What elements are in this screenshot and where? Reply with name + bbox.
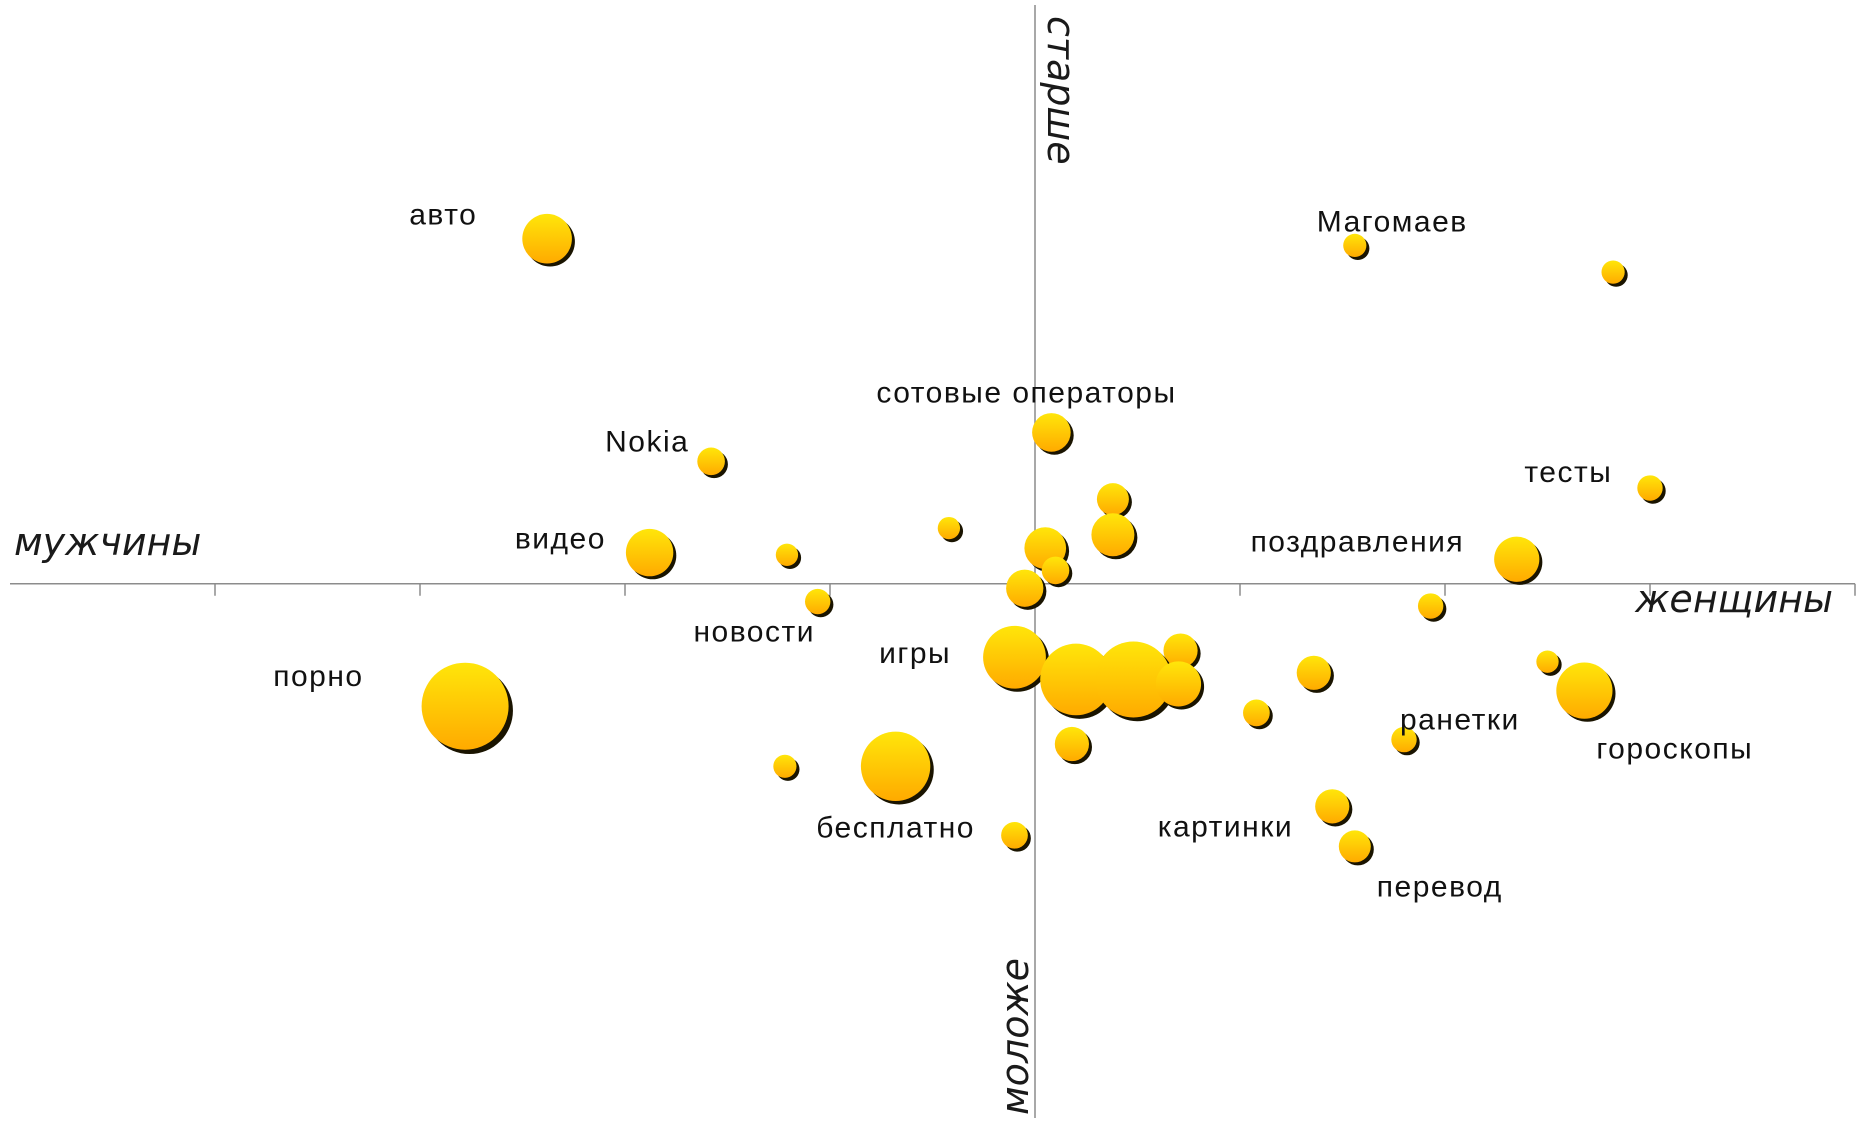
bubble-labels: авто Магомаев сотовые операторы Nokia тесты в… (273, 199, 1753, 904)
bubble-marker (1163, 633, 1198, 668)
y-axis-label-bottom: моложе (993, 958, 1037, 1115)
bubble-label: сотовые операторы (876, 376, 1176, 409)
bubble-point (805, 588, 834, 618)
bubble-marker (1556, 662, 1613, 719)
bubble-point (1494, 536, 1543, 585)
bubble-marker (1001, 821, 1028, 849)
x-axis-label-left: мужчины (14, 520, 201, 564)
bubble-marker (1091, 513, 1135, 557)
bubble-point (1296, 655, 1334, 693)
y-axis-label-top: старше (1039, 16, 1083, 165)
bubble-marker (1343, 233, 1367, 258)
bubble-point (1391, 726, 1420, 756)
bubble-point (1536, 650, 1562, 676)
bubble-marker (1315, 789, 1350, 824)
bubbles (421, 213, 1666, 866)
bubble-point (1001, 821, 1031, 852)
bubble-point (1338, 830, 1374, 866)
bubble-marker (1391, 726, 1417, 753)
bubble-point (860, 731, 934, 805)
bubble-point (775, 543, 802, 569)
bubble-marker (1040, 643, 1112, 716)
bubble-label: картинки (1158, 810, 1293, 843)
bubble-marker (522, 213, 572, 264)
bubble-marker (1095, 641, 1172, 718)
bubble-point (625, 528, 677, 580)
bubble-point (1096, 483, 1132, 519)
bubble-marker (1417, 593, 1444, 619)
bubble-marker (1054, 726, 1089, 762)
bubble-point (1095, 641, 1176, 722)
bubble-marker (421, 662, 509, 750)
bubble-marker (697, 447, 725, 476)
bubble-label: новости (693, 616, 815, 649)
bubble-marker (625, 528, 674, 577)
bubble-point (1054, 726, 1092, 765)
bubble-label: гороскопы (1596, 733, 1753, 766)
bubble-point (1243, 699, 1273, 730)
bubble-marker (1041, 556, 1070, 585)
bubble-marker (1006, 569, 1044, 607)
bubble-label: бесплатно (816, 811, 975, 844)
bubble-point (1417, 593, 1447, 622)
axis-ticks (214, 583, 1856, 596)
bubble-point (1637, 475, 1666, 504)
bubble-label: ранетки (1400, 704, 1520, 737)
bubble-marker (1296, 655, 1331, 690)
bubble-marker (1494, 536, 1540, 582)
bubble-point (421, 662, 513, 755)
bubble-label: тесты (1524, 456, 1612, 489)
bubble-marker (1243, 699, 1270, 727)
bubble-marker (1032, 413, 1071, 452)
bubble-label: порно (273, 660, 363, 693)
bubble-label: Магомаев (1317, 205, 1468, 238)
axes (10, 5, 1856, 1118)
bubble-point (522, 213, 575, 267)
bubble-point (1040, 643, 1116, 719)
bubble-label: Nokia (605, 425, 689, 458)
bubble-point (1343, 233, 1370, 261)
bubble-marker (1096, 483, 1129, 516)
bubble-marker (860, 731, 931, 801)
x-axis-label-right: женщины (1634, 577, 1833, 621)
bubble-point (1155, 661, 1205, 710)
bubble-marker (1338, 830, 1371, 863)
bubble-marker (805, 588, 831, 615)
bubble-marker (937, 516, 961, 540)
bubble-label: авто (409, 199, 477, 232)
bubble-label: игры (879, 637, 951, 670)
bubble-marker (1601, 260, 1625, 284)
bubble-point (937, 516, 964, 543)
bubble-point (983, 625, 1050, 692)
bubble-point (697, 447, 728, 479)
bubble-marker (773, 754, 797, 778)
bubble-point (1091, 513, 1138, 560)
bubble-point (1032, 413, 1074, 455)
bubble-point (773, 754, 800, 781)
bubble-label: видео (515, 523, 606, 556)
bubble-marker (1155, 661, 1202, 707)
bubble-point (1041, 556, 1073, 588)
bubble-marker (1637, 475, 1663, 501)
bubble-label: поздравления (1251, 525, 1465, 558)
bubble-point (1006, 569, 1047, 610)
bubble-label: перевод (1377, 870, 1503, 903)
bubble-point (1315, 789, 1353, 827)
bubble-marker (983, 625, 1046, 689)
bubble-marker (1536, 650, 1559, 673)
bubble-point (1556, 662, 1616, 722)
bubble-point (1601, 260, 1628, 287)
bubble-marker (775, 543, 799, 566)
